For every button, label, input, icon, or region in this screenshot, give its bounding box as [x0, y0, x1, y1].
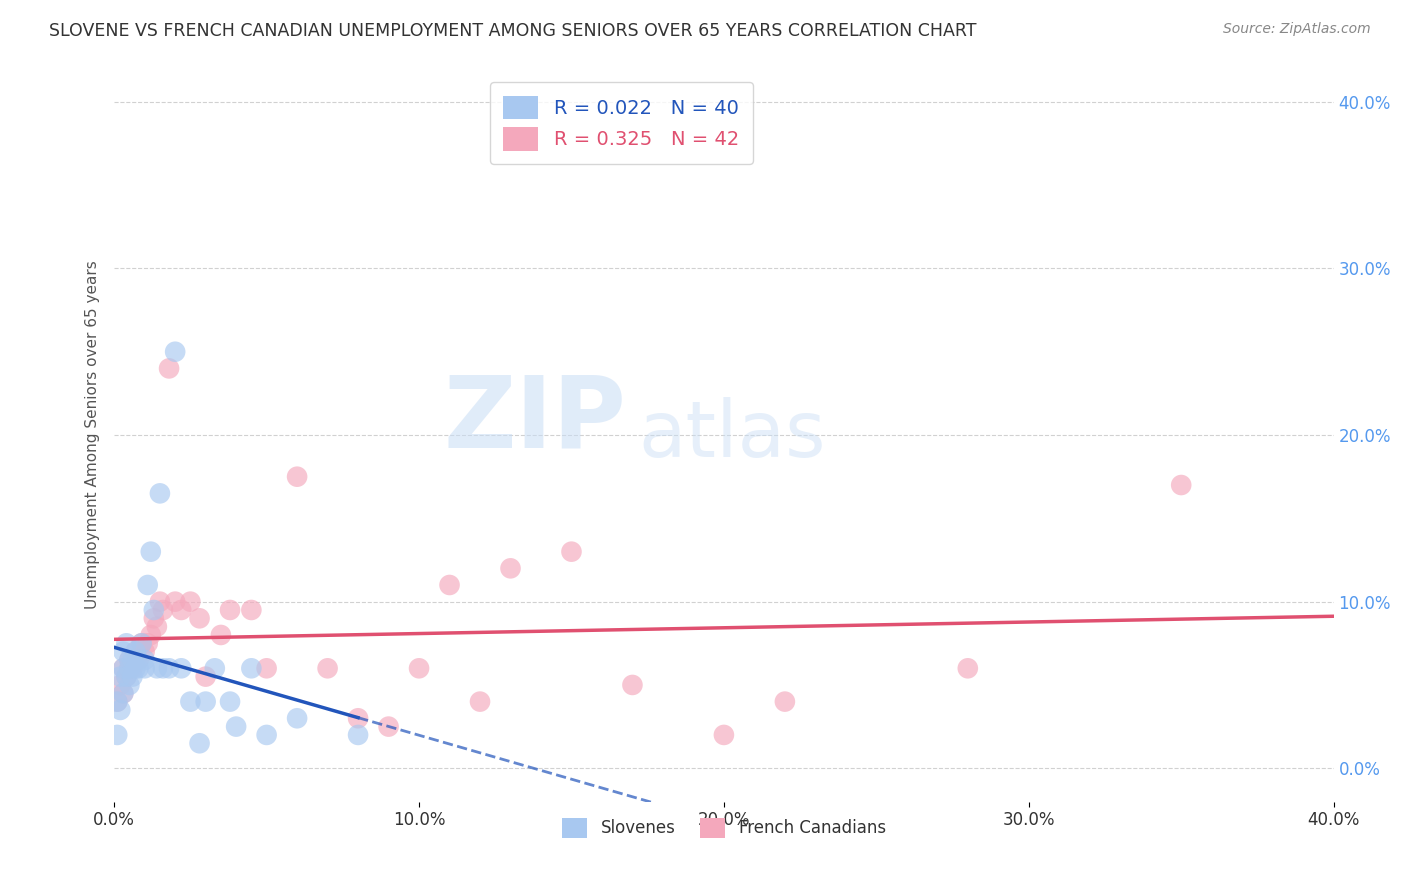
Slovenes	[131, 636, 153, 650]
Slovenes	[121, 670, 143, 684]
Slovenes	[225, 720, 247, 734]
French Canadians	[165, 594, 187, 608]
French Canadians	[621, 678, 644, 692]
French Canadians	[142, 611, 165, 625]
Text: Source: ZipAtlas.com: Source: ZipAtlas.com	[1223, 22, 1371, 37]
French Canadians	[121, 661, 143, 675]
Text: atlas: atlas	[638, 397, 827, 473]
Slovenes	[124, 661, 146, 675]
Slovenes	[134, 653, 156, 667]
French Canadians	[128, 653, 150, 667]
French Canadians	[219, 603, 242, 617]
French Canadians	[194, 670, 217, 684]
French Canadians	[713, 728, 735, 742]
French Canadians	[136, 636, 159, 650]
Slovenes	[149, 486, 172, 500]
French Canadians	[240, 603, 263, 617]
French Canadians	[124, 645, 146, 659]
Text: ZIP: ZIP	[443, 372, 626, 469]
Slovenes	[115, 670, 138, 684]
French Canadians	[112, 686, 135, 700]
Slovenes	[194, 695, 217, 709]
Slovenes	[118, 661, 141, 675]
Slovenes	[118, 653, 141, 667]
French Canadians	[134, 645, 156, 659]
French Canadians	[468, 695, 491, 709]
French Canadians	[316, 661, 339, 675]
French Canadians	[347, 711, 370, 725]
Slovenes	[110, 670, 132, 684]
Slovenes	[139, 544, 162, 558]
French Canadians	[1170, 478, 1192, 492]
Slovenes	[347, 728, 370, 742]
Text: SLOVENE VS FRENCH CANADIAN UNEMPLOYMENT AMONG SENIORS OVER 65 YEARS CORRELATION : SLOVENE VS FRENCH CANADIAN UNEMPLOYMENT …	[49, 22, 977, 40]
French Canadians	[131, 636, 153, 650]
French Canadians	[112, 661, 135, 675]
French Canadians	[560, 544, 582, 558]
French Canadians	[149, 594, 172, 608]
Slovenes	[240, 661, 263, 675]
Slovenes	[152, 661, 174, 675]
French Canadians	[179, 594, 201, 608]
Slovenes	[115, 636, 138, 650]
Slovenes	[142, 603, 165, 617]
French Canadians	[188, 611, 211, 625]
Slovenes	[112, 686, 135, 700]
Slovenes	[204, 661, 226, 675]
French Canadians	[152, 603, 174, 617]
French Canadians	[170, 603, 193, 617]
Slovenes	[105, 728, 128, 742]
French Canadians	[118, 661, 141, 675]
French Canadians	[256, 661, 278, 675]
Slovenes	[134, 661, 156, 675]
French Canadians	[499, 561, 522, 575]
Slovenes	[124, 645, 146, 659]
Slovenes	[112, 645, 135, 659]
Slovenes	[179, 695, 201, 709]
French Canadians	[146, 620, 169, 634]
Slovenes	[121, 653, 143, 667]
Slovenes	[188, 736, 211, 750]
French Canadians	[773, 695, 796, 709]
Slovenes	[146, 661, 169, 675]
Slovenes	[118, 678, 141, 692]
Slovenes	[285, 711, 308, 725]
Slovenes	[256, 728, 278, 742]
Slovenes	[136, 578, 159, 592]
French Canadians	[377, 720, 399, 734]
Slovenes	[128, 661, 150, 675]
French Canadians	[110, 678, 132, 692]
French Canadians	[209, 628, 232, 642]
Slovenes	[157, 661, 180, 675]
Slovenes	[112, 661, 135, 675]
Slovenes	[105, 695, 128, 709]
Y-axis label: Unemployment Among Seniors over 65 years: Unemployment Among Seniors over 65 years	[86, 260, 100, 609]
French Canadians	[439, 578, 461, 592]
French Canadians	[105, 695, 128, 709]
French Canadians	[157, 361, 180, 376]
Slovenes	[165, 344, 187, 359]
French Canadians	[956, 661, 979, 675]
Legend: Slovenes, French Canadians: Slovenes, French Canadians	[555, 811, 893, 845]
French Canadians	[118, 653, 141, 667]
Slovenes	[110, 703, 132, 717]
French Canadians	[408, 661, 430, 675]
Slovenes	[170, 661, 193, 675]
French Canadians	[285, 469, 308, 483]
Slovenes	[128, 653, 150, 667]
French Canadians	[139, 628, 162, 642]
Slovenes	[219, 695, 242, 709]
French Canadians	[115, 670, 138, 684]
